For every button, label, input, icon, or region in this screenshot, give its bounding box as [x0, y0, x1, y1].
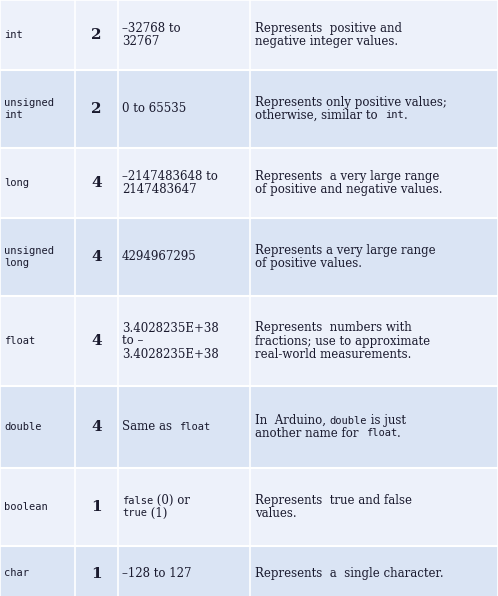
- Text: real-world measurements.: real-world measurements.: [255, 347, 411, 361]
- Text: unsigned: unsigned: [4, 98, 54, 107]
- Bar: [0, 70, 498, 148]
- Text: 4: 4: [91, 334, 102, 348]
- Text: char: char: [4, 569, 29, 579]
- Bar: [0, 0, 498, 70]
- Text: of positive and negative values.: of positive and negative values.: [255, 183, 443, 196]
- Bar: [0, 546, 498, 596]
- Text: 4: 4: [91, 250, 102, 264]
- Text: .: .: [397, 427, 401, 440]
- Text: Represents  true and false: Represents true and false: [255, 494, 412, 507]
- Text: of positive values.: of positive values.: [255, 257, 362, 270]
- Bar: [0, 148, 498, 218]
- Text: is just: is just: [367, 414, 406, 427]
- Text: In  Arduino,: In Arduino,: [255, 414, 330, 427]
- Text: 4294967295: 4294967295: [122, 250, 197, 263]
- Text: 0 to 65535: 0 to 65535: [122, 103, 186, 116]
- Text: Represents a very large range: Represents a very large range: [255, 244, 436, 257]
- Text: true: true: [122, 508, 147, 519]
- Text: –2147483648 to: –2147483648 to: [122, 170, 218, 183]
- Text: 4: 4: [91, 420, 102, 434]
- Text: another name for: another name for: [255, 427, 366, 440]
- Text: 32767: 32767: [122, 35, 159, 48]
- Text: 2: 2: [91, 102, 102, 116]
- Text: boolean: boolean: [4, 502, 48, 512]
- Text: double: double: [330, 415, 367, 426]
- Text: 1: 1: [91, 567, 102, 581]
- Text: fractions; use to approximate: fractions; use to approximate: [255, 334, 430, 347]
- Text: float: float: [366, 429, 397, 439]
- Text: 3.4028235E+38: 3.4028235E+38: [122, 347, 219, 361]
- Text: (0) or: (0) or: [153, 494, 190, 507]
- Text: negative integer values.: negative integer values.: [255, 35, 398, 48]
- Text: values.: values.: [255, 507, 297, 520]
- Text: Same as: Same as: [122, 421, 179, 433]
- Text: unsigned: unsigned: [4, 246, 54, 256]
- Text: –128 to 127: –128 to 127: [122, 567, 192, 580]
- Text: 2147483647: 2147483647: [122, 183, 197, 196]
- Text: float: float: [4, 336, 35, 346]
- Text: int: int: [385, 110, 404, 120]
- Text: (1): (1): [147, 507, 167, 520]
- Text: 1: 1: [91, 500, 102, 514]
- Text: 4: 4: [91, 176, 102, 190]
- Text: otherwise, similar to: otherwise, similar to: [255, 109, 385, 122]
- Text: Represents  positive and: Represents positive and: [255, 22, 402, 35]
- Bar: [0, 468, 498, 546]
- Bar: [0, 218, 498, 296]
- Text: float: float: [179, 422, 211, 432]
- Bar: [0, 386, 498, 468]
- Text: 3.4028235E+38: 3.4028235E+38: [122, 321, 219, 334]
- Text: 2: 2: [91, 28, 102, 42]
- Text: Represents  a  single character.: Represents a single character.: [255, 567, 444, 580]
- Text: long: long: [4, 259, 29, 269]
- Text: Represents  numbers with: Represents numbers with: [255, 321, 412, 334]
- Bar: [0, 296, 498, 386]
- Text: Represents  a very large range: Represents a very large range: [255, 170, 439, 183]
- Text: double: double: [4, 422, 41, 432]
- Text: Represents only positive values;: Represents only positive values;: [255, 96, 447, 109]
- Text: long: long: [4, 178, 29, 188]
- Text: int: int: [4, 110, 23, 120]
- Text: .: .: [404, 109, 408, 122]
- Text: int: int: [4, 30, 23, 40]
- Text: –32768 to: –32768 to: [122, 22, 181, 35]
- Text: false: false: [122, 495, 153, 505]
- Text: to –: to –: [122, 334, 143, 347]
